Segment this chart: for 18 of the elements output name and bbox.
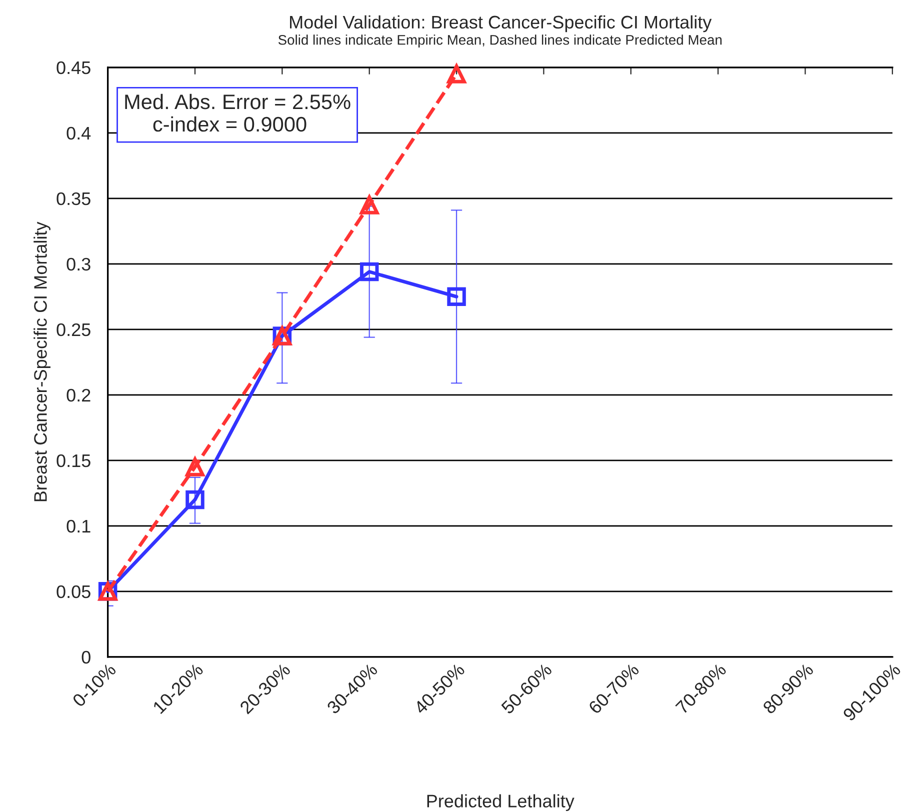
y-tick-label: 0: [82, 650, 90, 664]
chart-title: Model Validation: Breast Cancer-Specific CI Mortality: [290, 15, 712, 32]
chart-subtitle: Solid lines indicate Empiric Mean, Dashed lines indicate Predicted Mean: [278, 34, 722, 48]
annotation: Med. Abs. Error = 2.55% c-index = 0.9000: [125, 94, 350, 132]
x-axis-title: Predicted Lethality: [427, 794, 574, 812]
y-tick-label: 0.05: [56, 585, 90, 598]
y-tick-label: 0.45: [56, 61, 90, 74]
point: [447, 287, 466, 306]
y-tick-label: 0.2: [66, 388, 90, 402]
y-tick-label: 0.15: [56, 454, 90, 468]
y-tick-label: 0.1: [66, 520, 90, 533]
point: [186, 490, 204, 510]
y-tick-label: 0.35: [56, 192, 90, 206]
y-tick-label: 0.25: [56, 323, 90, 336]
y-tick-label: 0.4: [66, 126, 91, 140]
y-axis-title: Breast Cancer-Specific CI Mortality: [34, 222, 50, 502]
point: [360, 262, 379, 282]
y-tick-label: 0.3: [66, 258, 90, 271]
